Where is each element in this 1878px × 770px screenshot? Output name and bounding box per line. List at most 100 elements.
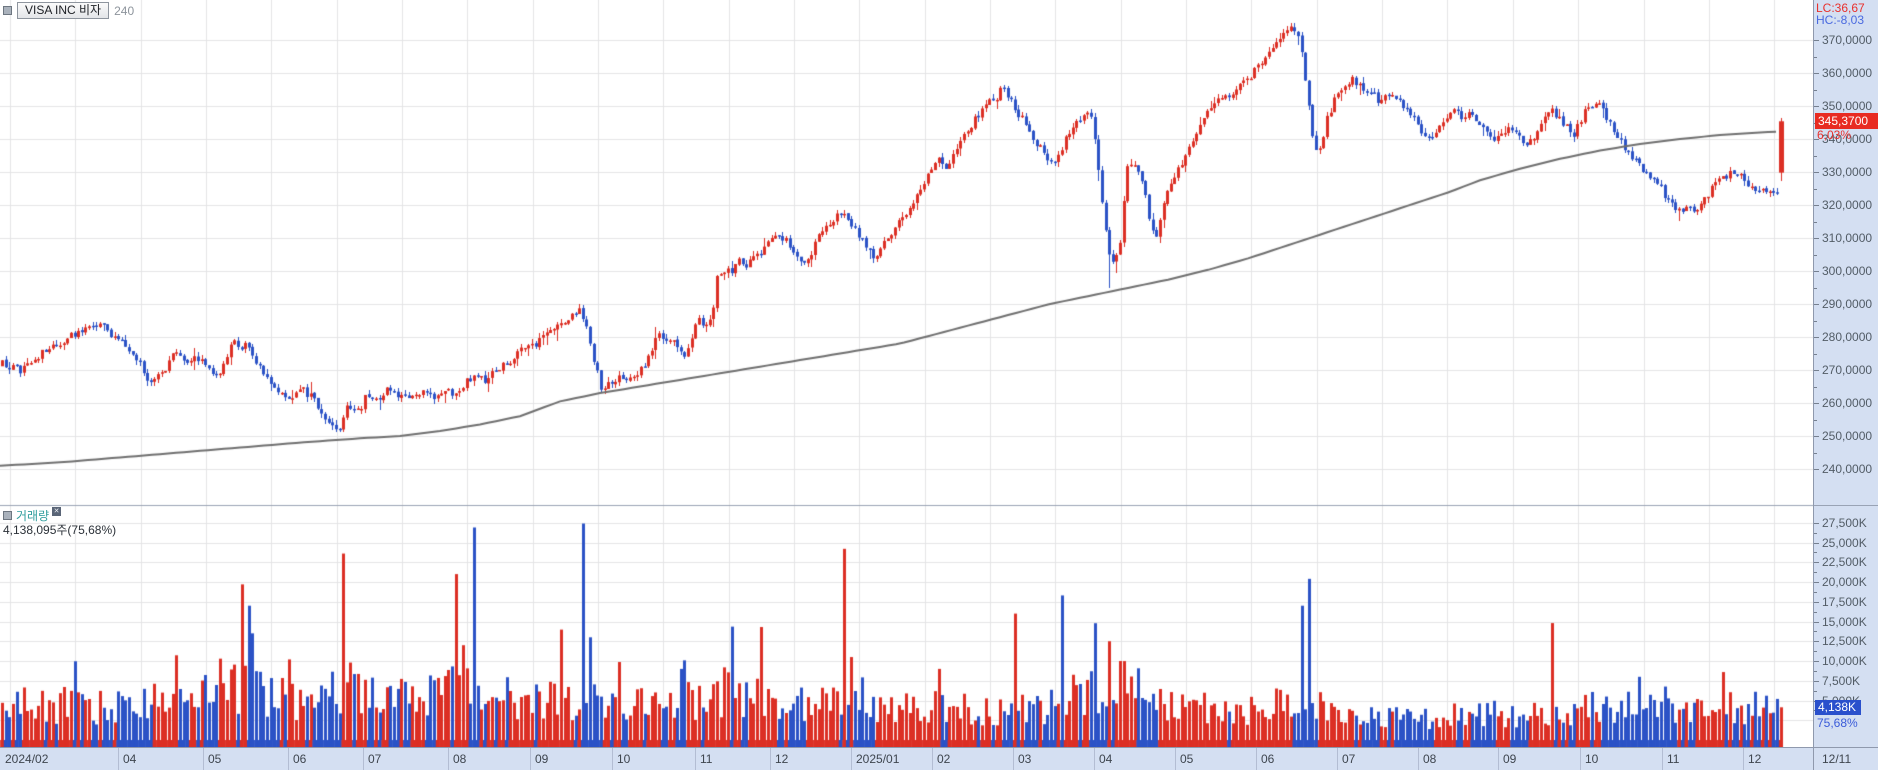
price-tick-label: 12,500K bbox=[1822, 634, 1867, 648]
month-separator bbox=[288, 748, 289, 770]
hc-label: HC:-8,03 bbox=[1816, 13, 1865, 27]
month-separator bbox=[203, 748, 204, 770]
month-label: 03 bbox=[1018, 752, 1032, 766]
month-label: 02 bbox=[937, 752, 951, 766]
axis-tick bbox=[1814, 661, 1819, 662]
month-label: 04 bbox=[1099, 752, 1113, 766]
month-label: 04 bbox=[123, 752, 137, 766]
month-label: 05 bbox=[208, 752, 222, 766]
axis-minor-tick bbox=[1814, 57, 1817, 58]
axis-minor-tick bbox=[1814, 533, 1817, 534]
axis-minor-tick bbox=[1814, 354, 1817, 355]
price-tick-label: 17,500K bbox=[1822, 595, 1867, 609]
month-separator bbox=[1013, 748, 1014, 770]
month-separator bbox=[1580, 748, 1581, 770]
last-price-badge: 345,3700 bbox=[1815, 113, 1878, 129]
month-separator bbox=[1418, 748, 1419, 770]
month-label: 06 bbox=[1261, 752, 1275, 766]
axis-tick bbox=[1814, 469, 1819, 470]
axis-corner-separator bbox=[1813, 748, 1814, 770]
axis-tick bbox=[1814, 403, 1819, 404]
month-label: 10 bbox=[617, 752, 631, 766]
volume-stat: 4,138,095주(75,68%) bbox=[3, 523, 117, 537]
month-label: 08 bbox=[1423, 752, 1437, 766]
month-separator bbox=[530, 748, 531, 770]
axis-minor-tick bbox=[1814, 572, 1817, 573]
month-separator bbox=[612, 748, 613, 770]
price-tick-label: 300,0000 bbox=[1822, 264, 1873, 278]
axis-minor-tick bbox=[1814, 592, 1817, 593]
title-bar: VISA INC 비자 240 bbox=[3, 2, 134, 19]
axis-minor-tick bbox=[1814, 453, 1817, 454]
axis-minor-tick bbox=[1814, 651, 1817, 652]
axis-tick bbox=[1814, 304, 1819, 305]
month-label: 06 bbox=[293, 752, 307, 766]
last-date-label: 12/11 bbox=[1822, 752, 1852, 766]
month-label: 11 bbox=[1667, 752, 1680, 766]
axis-tick bbox=[1814, 139, 1819, 140]
pane-restore-icon[interactable]: ✕ bbox=[52, 507, 61, 516]
pane-marker-icon bbox=[3, 6, 12, 15]
price-tick-label: 280,0000 bbox=[1822, 330, 1873, 344]
price-tick-label: 340,0000 bbox=[1822, 132, 1873, 146]
axis-tick bbox=[1814, 238, 1819, 239]
month-separator bbox=[1662, 748, 1663, 770]
price-tick-label: 260,0000 bbox=[1822, 396, 1873, 410]
month-label: 11 bbox=[700, 752, 713, 766]
month-separator bbox=[851, 748, 852, 770]
axis-minor-tick bbox=[1814, 288, 1817, 289]
axis-minor-tick bbox=[1814, 631, 1817, 632]
price-tick-label: 320,0000 bbox=[1822, 198, 1873, 212]
last-volume-badge: 4,138K bbox=[1815, 700, 1861, 715]
axis-tick bbox=[1814, 436, 1819, 437]
price-tick-label: 20,000K bbox=[1822, 575, 1867, 589]
axis-minor-tick bbox=[1814, 156, 1817, 157]
month-separator bbox=[1256, 748, 1257, 770]
volume-title: 거래량 bbox=[16, 509, 50, 523]
axis-tick bbox=[1814, 337, 1819, 338]
pane-marker-icon bbox=[3, 511, 12, 520]
month-label: 09 bbox=[1503, 752, 1517, 766]
month-separator bbox=[1498, 748, 1499, 770]
price-axis-panel[interactable]: LC:36,67 HC:-8,03 345,3700 6,03% 4,138K … bbox=[1813, 0, 1878, 747]
axis-minor-tick bbox=[1814, 189, 1817, 190]
volume-percent-label: 75,68% bbox=[1817, 716, 1858, 730]
month-label: 12 bbox=[1748, 752, 1762, 766]
month-separator bbox=[1743, 748, 1744, 770]
month-separator bbox=[363, 748, 364, 770]
month-separator bbox=[448, 748, 449, 770]
axis-minor-tick bbox=[1814, 691, 1817, 692]
price-tick-label: 15,000K bbox=[1822, 615, 1867, 629]
axis-tick bbox=[1814, 40, 1819, 41]
axis-minor-tick bbox=[1814, 671, 1817, 672]
price-tick-label: 270,0000 bbox=[1822, 363, 1873, 377]
axis-minor-tick bbox=[1814, 222, 1817, 223]
price-tick-label: 22,500K bbox=[1822, 555, 1867, 569]
price-tick-label: 27,500K bbox=[1822, 516, 1867, 530]
price-tick-label: 7,500K bbox=[1822, 674, 1861, 688]
month-separator bbox=[932, 748, 933, 770]
axis-tick bbox=[1814, 370, 1819, 371]
month-separator bbox=[695, 748, 696, 770]
price-tick-label: 25,000K bbox=[1822, 536, 1867, 550]
month-separator bbox=[1094, 748, 1095, 770]
axis-tick bbox=[1814, 582, 1819, 583]
axis-tick bbox=[1814, 562, 1819, 563]
pane-divider bbox=[1814, 505, 1878, 506]
price-tick-label: 370,0000 bbox=[1822, 33, 1873, 47]
symbol-title[interactable]: VISA INC 비자 bbox=[17, 2, 110, 19]
month-label: 07 bbox=[368, 752, 382, 766]
month-separator bbox=[118, 748, 119, 770]
month-label: 07 bbox=[1342, 752, 1356, 766]
price-tick-label: 350,0000 bbox=[1822, 99, 1873, 113]
axis-minor-tick bbox=[1814, 387, 1817, 388]
axis-minor-tick bbox=[1814, 255, 1817, 256]
change-percent-label: 6,03% bbox=[1817, 128, 1852, 142]
axis-tick bbox=[1814, 271, 1819, 272]
price-tick-label: 250,0000 bbox=[1822, 429, 1873, 443]
axis-minor-tick bbox=[1814, 321, 1817, 322]
date-axis[interactable]: 12/11 2024/02 04 05 06 07 08 09 10 11 12 2025/01 02… bbox=[0, 747, 1878, 770]
price-tick-label: 310,0000 bbox=[1822, 231, 1873, 245]
price-tick-label: 10,000K bbox=[1822, 654, 1867, 668]
